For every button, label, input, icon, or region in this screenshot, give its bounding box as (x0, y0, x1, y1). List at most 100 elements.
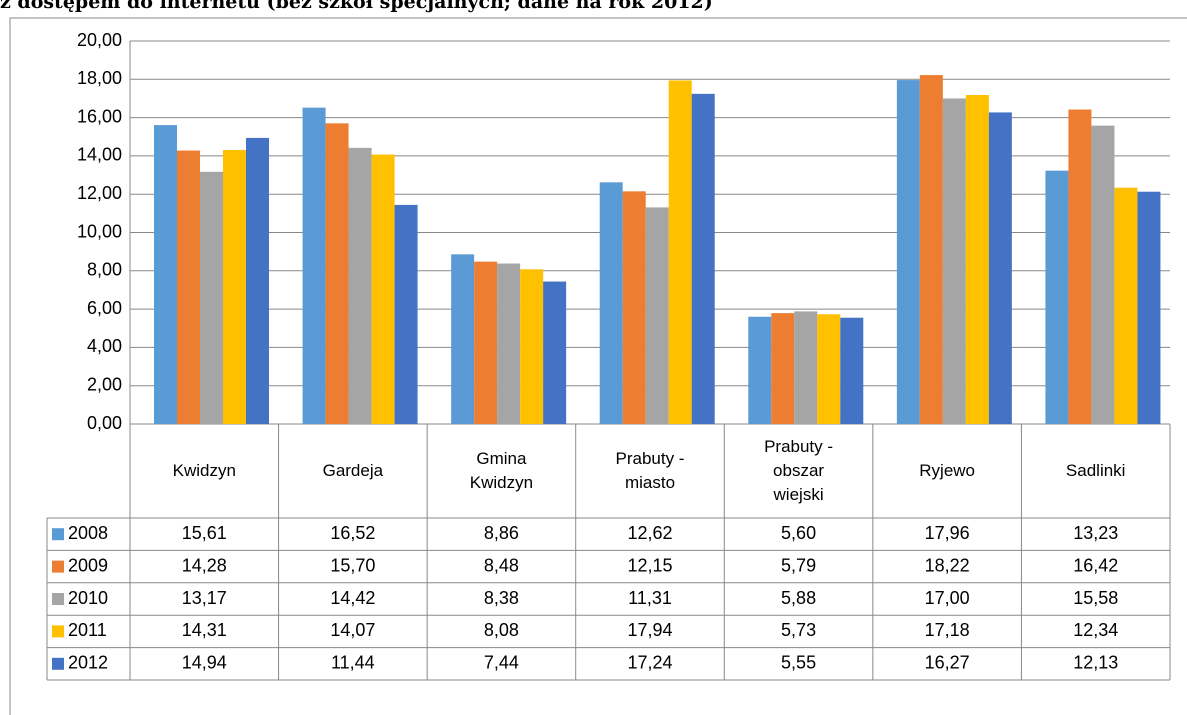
legend-label: 2008 (68, 523, 108, 543)
table-value: 8,48 (484, 555, 519, 575)
legend-swatch (52, 657, 64, 670)
x-tick-label: Ryjewo (919, 461, 976, 480)
table-value: 18,22 (925, 555, 970, 575)
y-tick-label: 18,00 (77, 68, 122, 88)
legend-label: 2009 (68, 555, 108, 575)
table-value: 12,15 (627, 555, 672, 575)
table-value: 14,28 (182, 555, 227, 575)
bar (817, 314, 841, 424)
table-value: 17,94 (627, 620, 672, 640)
bar (599, 182, 623, 424)
table-value: 8,38 (484, 588, 519, 608)
bar (520, 269, 544, 424)
table-value: 17,00 (925, 588, 970, 608)
table-value: 15,58 (1073, 588, 1118, 608)
bar (325, 123, 349, 424)
bar (371, 154, 395, 424)
table-value: 5,55 (781, 653, 816, 673)
legend-label: 2010 (68, 588, 108, 608)
bar (474, 261, 498, 424)
bar (177, 150, 200, 424)
table-value: 5,88 (781, 588, 816, 608)
table-value: 8,86 (484, 523, 519, 543)
table-value: 5,79 (781, 555, 816, 575)
chart-title: z dostępem do internetu (bez szkół specj… (0, 0, 713, 13)
y-tick-label: 12,00 (77, 183, 122, 203)
table-value: 14,07 (330, 620, 375, 640)
y-tick-label: 8,00 (87, 260, 122, 280)
table-value: 5,73 (781, 620, 816, 640)
bar (965, 95, 989, 425)
table-value: 15,70 (330, 555, 375, 575)
bar (942, 98, 966, 424)
table-value: 17,96 (925, 523, 970, 543)
table-value: 8,08 (484, 620, 519, 640)
bar (1114, 187, 1138, 424)
bar (919, 75, 943, 424)
y-tick-label: 16,00 (77, 106, 122, 126)
bar (497, 263, 521, 424)
y-tick-label: 14,00 (77, 145, 122, 165)
table-value: 5,60 (781, 523, 816, 543)
bar (394, 204, 418, 424)
bar (771, 313, 795, 424)
bar (622, 191, 646, 424)
y-tick-label: 6,00 (87, 298, 122, 318)
y-tick-label: 10,00 (77, 221, 122, 241)
bar (200, 171, 223, 424)
y-tick-label: 4,00 (87, 336, 122, 356)
chart-border (9, 17, 1187, 715)
table-value: 15,61 (182, 523, 227, 543)
x-tick-label: Gardeja (322, 461, 384, 480)
bar (748, 316, 772, 424)
bar (840, 317, 864, 424)
bar (1068, 109, 1092, 424)
legend-label: 2011 (68, 620, 107, 640)
bar (1091, 125, 1115, 424)
bar (246, 137, 269, 425)
legend-swatch (52, 625, 64, 638)
y-tick-label: 20,00 (77, 30, 122, 50)
bar (451, 254, 475, 424)
bar (543, 281, 567, 424)
bar (794, 311, 818, 424)
legend-swatch (52, 560, 64, 573)
table-value: 13,23 (1073, 523, 1118, 543)
table-value: 17,24 (627, 653, 672, 673)
table-value: 16,52 (330, 523, 375, 543)
table-value: 12,13 (1073, 653, 1118, 673)
bar (154, 125, 177, 425)
table-value: 16,27 (925, 653, 970, 673)
table-value: 13,17 (182, 588, 227, 608)
table-value: 14,94 (182, 653, 227, 673)
legend-swatch (52, 593, 64, 605)
legend-swatch (52, 528, 64, 541)
x-tick-label: Prabuty - miasto (615, 449, 685, 492)
bar (348, 147, 372, 424)
table-value: 12,62 (627, 523, 672, 543)
table-value: 14,31 (182, 620, 227, 640)
bar (668, 80, 692, 424)
bar (1045, 170, 1069, 424)
bar (302, 107, 326, 424)
bar (223, 149, 246, 424)
table-value: 7,44 (484, 653, 519, 673)
x-tick-label: Gmina Kwidzyn (469, 449, 534, 492)
x-tick-label: Kwidzyn (172, 461, 236, 480)
bar (988, 112, 1012, 424)
legend-label: 2012 (68, 653, 108, 673)
table-value: 11,44 (331, 653, 375, 673)
bar (691, 93, 715, 424)
table-value: 14,42 (330, 588, 375, 608)
y-tick-label: 2,00 (87, 374, 122, 394)
table-value: 12,34 (1073, 620, 1118, 640)
table-value: 17,18 (925, 620, 970, 640)
bar (1137, 191, 1161, 424)
x-tick-label: Prabuty - obszar wiejski (764, 437, 834, 504)
y-tick-label: 0,00 (87, 413, 122, 433)
bar (896, 80, 920, 424)
table-value: 11,31 (628, 588, 672, 608)
bar (645, 207, 669, 424)
